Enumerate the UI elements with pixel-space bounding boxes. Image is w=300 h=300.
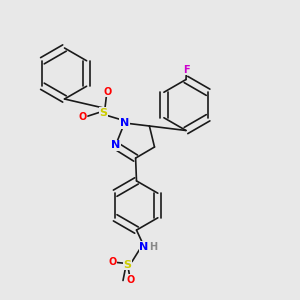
Text: N: N — [140, 242, 148, 252]
Text: S: S — [124, 260, 131, 270]
Text: S: S — [100, 107, 107, 118]
Text: O: O — [126, 274, 135, 285]
Text: N: N — [111, 140, 120, 151]
Text: O: O — [104, 86, 112, 97]
Text: F: F — [183, 65, 190, 75]
Text: O: O — [108, 256, 117, 267]
Text: N: N — [120, 118, 129, 128]
Text: H: H — [149, 242, 157, 252]
Text: O: O — [78, 112, 87, 122]
